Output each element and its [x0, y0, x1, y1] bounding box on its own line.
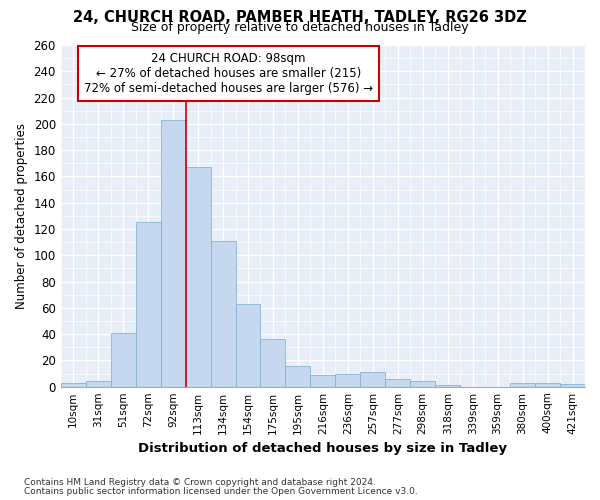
Bar	[361, 372, 385, 386]
Bar	[111, 333, 136, 386]
Bar	[236, 304, 260, 386]
Bar	[161, 120, 185, 386]
Bar	[61, 382, 86, 386]
Bar	[136, 222, 161, 386]
Bar	[335, 374, 361, 386]
Bar	[535, 382, 560, 386]
Y-axis label: Number of detached properties: Number of detached properties	[15, 123, 28, 309]
Bar	[410, 382, 435, 386]
Text: Contains public sector information licensed under the Open Government Licence v3: Contains public sector information licen…	[24, 486, 418, 496]
Bar	[185, 167, 211, 386]
Text: Size of property relative to detached houses in Tadley: Size of property relative to detached ho…	[131, 21, 469, 34]
Text: 24, CHURCH ROAD, PAMBER HEATH, TADLEY, RG26 3DZ: 24, CHURCH ROAD, PAMBER HEATH, TADLEY, R…	[73, 10, 527, 25]
Bar	[86, 382, 111, 386]
Text: Contains HM Land Registry data © Crown copyright and database right 2024.: Contains HM Land Registry data © Crown c…	[24, 478, 376, 487]
Text: 24 CHURCH ROAD: 98sqm
← 27% of detached houses are smaller (215)
72% of semi-det: 24 CHURCH ROAD: 98sqm ← 27% of detached …	[84, 52, 373, 95]
Bar	[385, 379, 410, 386]
Bar	[260, 340, 286, 386]
Bar	[310, 375, 335, 386]
X-axis label: Distribution of detached houses by size in Tadley: Distribution of detached houses by size …	[139, 442, 508, 455]
Bar	[286, 366, 310, 386]
Bar	[211, 241, 236, 386]
Bar	[560, 384, 585, 386]
Bar	[510, 382, 535, 386]
